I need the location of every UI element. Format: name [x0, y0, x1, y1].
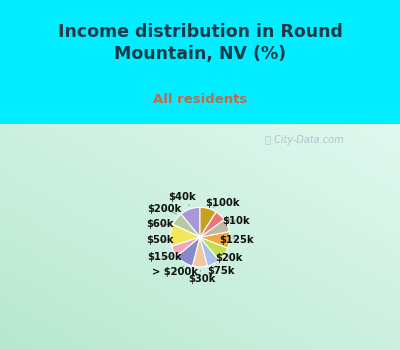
Text: All residents: All residents: [153, 93, 247, 106]
Wedge shape: [200, 212, 224, 237]
Text: $40k: $40k: [168, 192, 196, 205]
Wedge shape: [192, 237, 208, 267]
Wedge shape: [200, 237, 219, 266]
Text: Income distribution in Round
Mountain, NV (%): Income distribution in Round Mountain, N…: [58, 23, 342, 63]
Text: > $200k: > $200k: [152, 266, 198, 277]
Wedge shape: [200, 237, 228, 260]
Wedge shape: [181, 207, 200, 237]
Text: $60k: $60k: [146, 219, 174, 229]
Wedge shape: [200, 219, 229, 237]
Text: $30k: $30k: [188, 271, 216, 284]
Wedge shape: [177, 237, 200, 266]
Wedge shape: [200, 232, 230, 248]
Text: $125k: $125k: [219, 235, 254, 245]
Text: $20k: $20k: [215, 253, 242, 263]
Wedge shape: [170, 224, 200, 246]
Wedge shape: [200, 207, 216, 237]
Text: $200k: $200k: [147, 204, 181, 214]
Wedge shape: [173, 214, 200, 237]
Text: $10k: $10k: [222, 216, 250, 226]
Text: ⓘ City-Data.com: ⓘ City-Data.com: [265, 135, 343, 145]
Wedge shape: [172, 237, 200, 256]
Text: $75k: $75k: [207, 263, 234, 276]
Text: $150k: $150k: [148, 252, 182, 262]
Text: $50k: $50k: [146, 235, 174, 245]
Text: $100k: $100k: [205, 198, 240, 208]
